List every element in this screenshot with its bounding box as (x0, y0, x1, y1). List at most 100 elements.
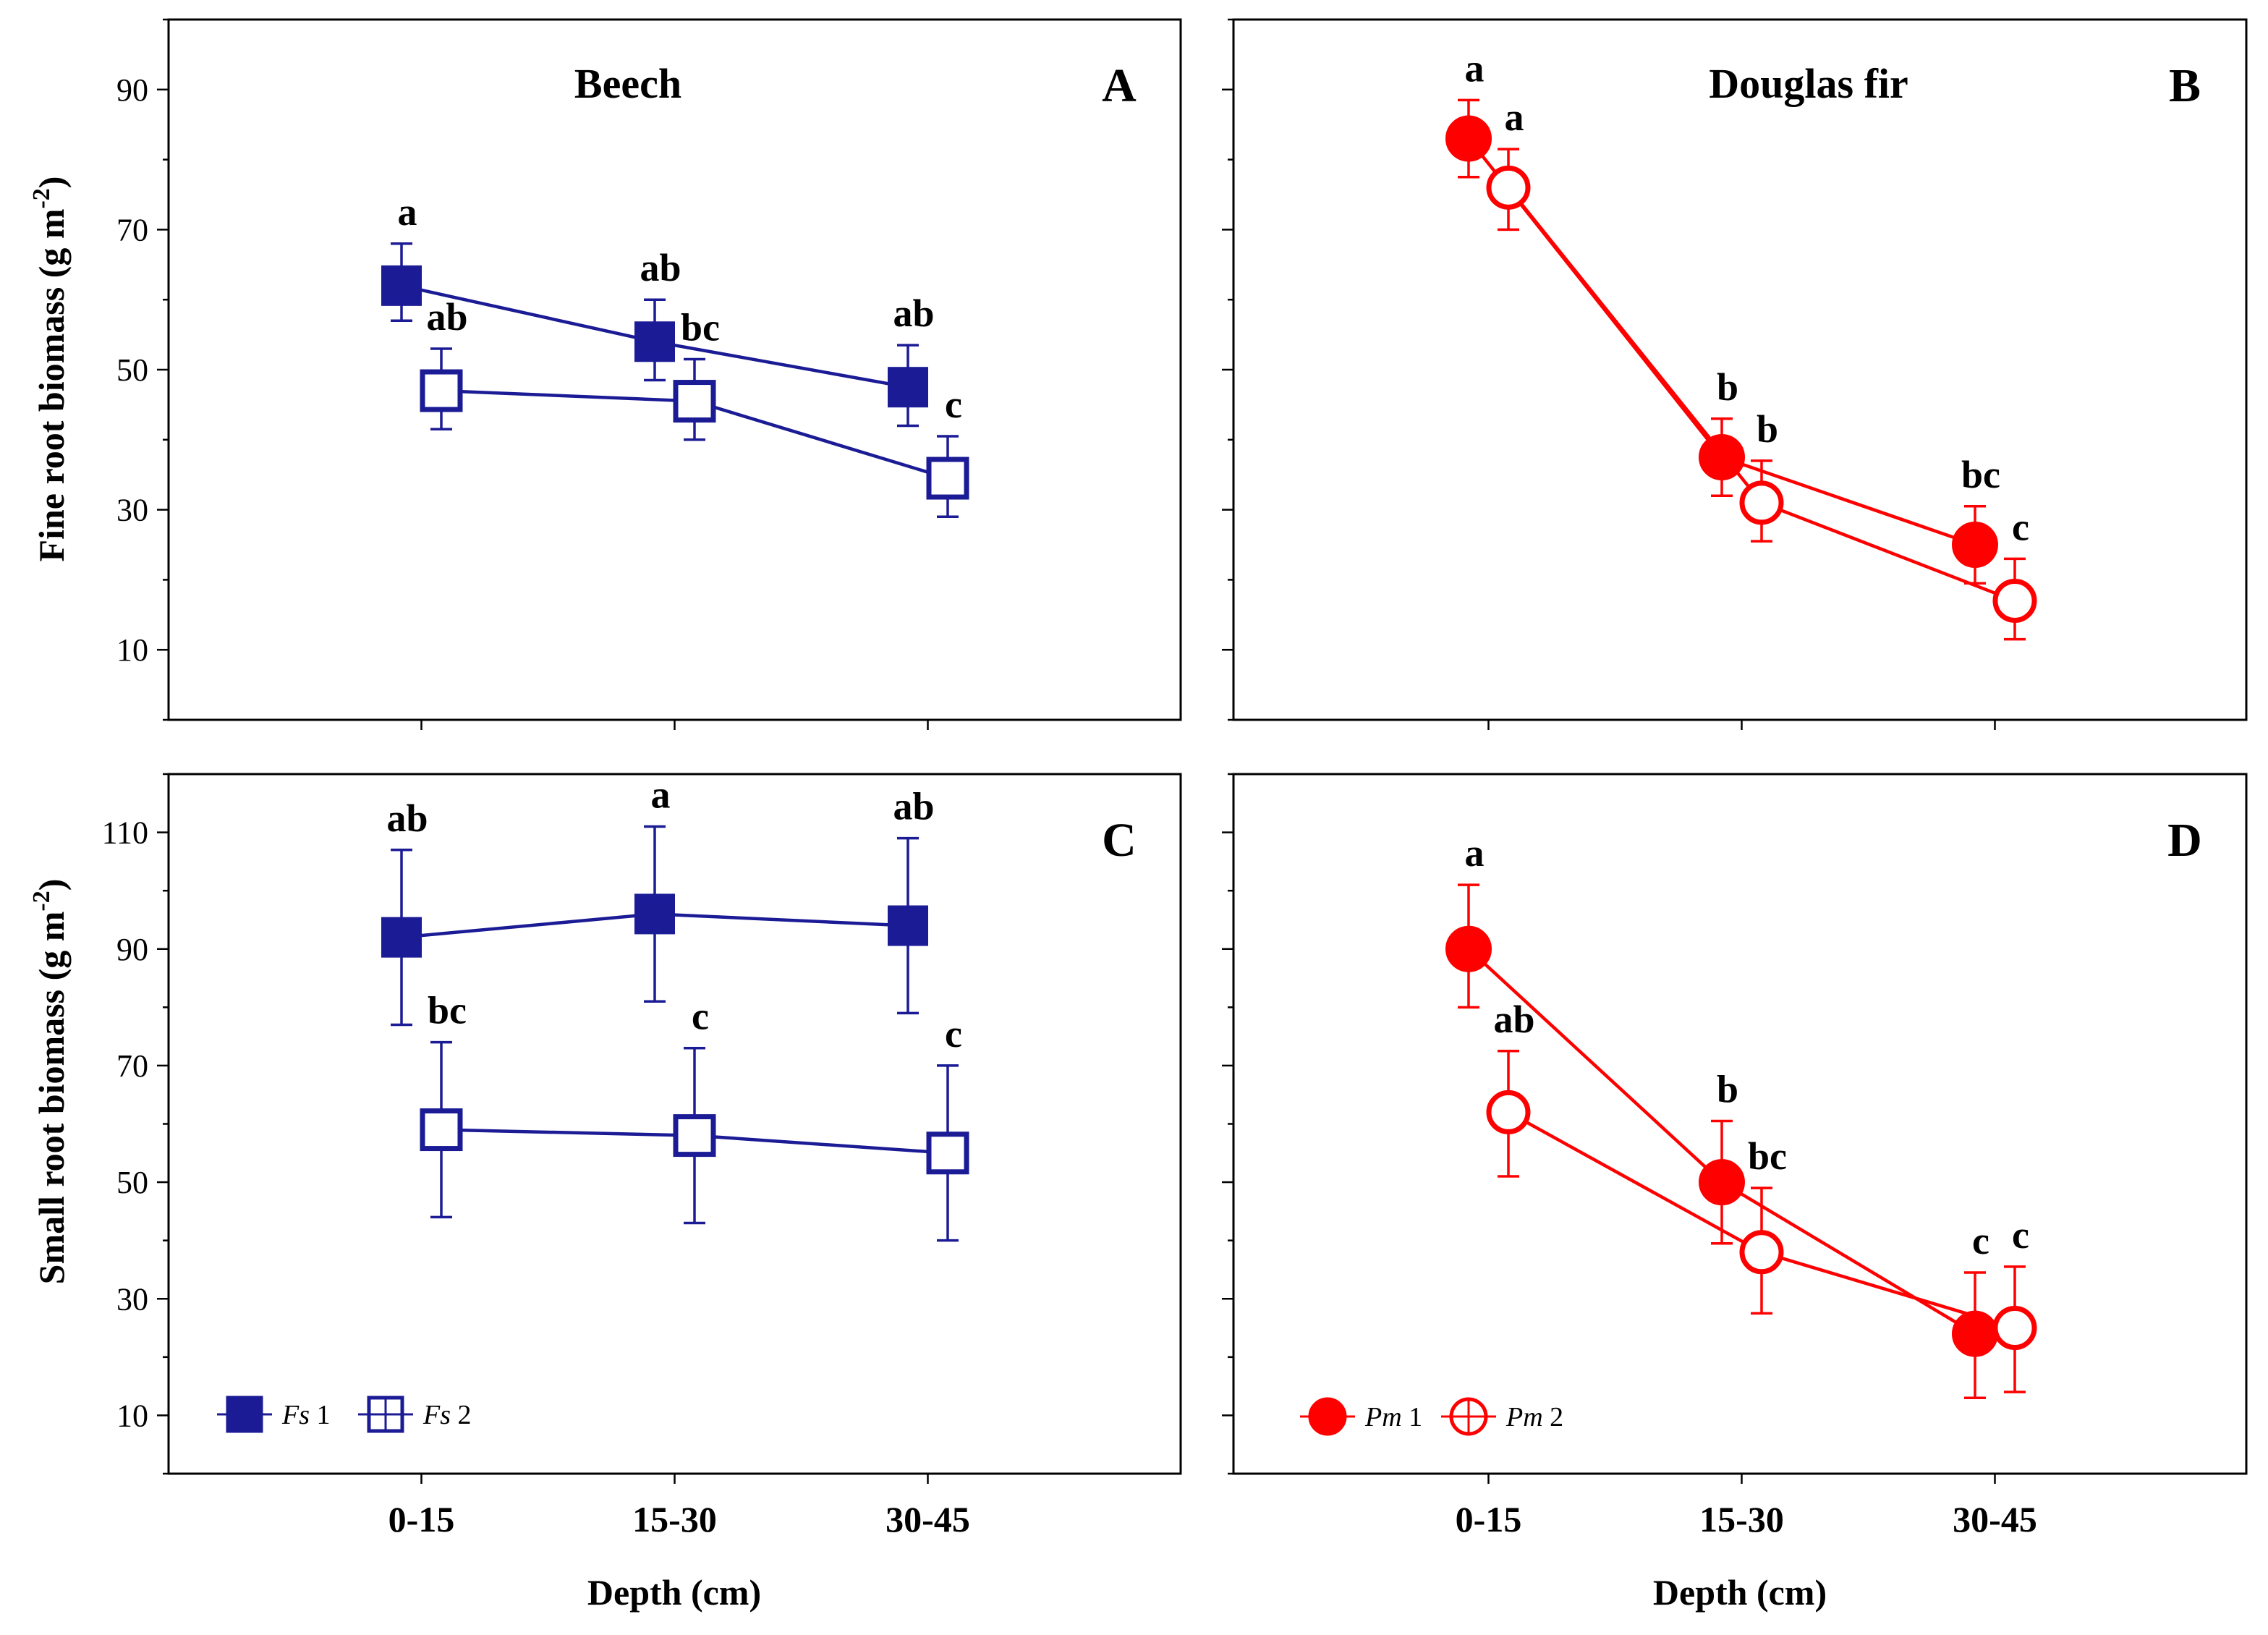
x-tick-label: 0-15 (388, 1499, 455, 1540)
y-tick-label: 90 (116, 932, 148, 967)
significance-letter: b (1757, 407, 1778, 451)
y-tick-label: 90 (116, 72, 148, 108)
data-point (888, 367, 928, 408)
significance-letter: ab (893, 785, 934, 828)
data-point (381, 265, 422, 306)
series-pm-2: abc (1486, 95, 2037, 641)
data-point (1952, 1310, 1998, 1357)
significance-letter: ab (1493, 998, 1534, 1041)
y-tick-label: 10 (116, 632, 148, 668)
legends: Fs 1 Fs 2 Pm 1 Pm 2 (217, 1396, 1563, 1436)
panel-letter: D (2167, 814, 2202, 867)
x-tick-label: 0-15 (1456, 1499, 1522, 1540)
y-tick-label: 70 (116, 212, 148, 247)
significance-letter: c (1972, 1219, 1989, 1262)
y-tick-label: 10 (116, 1398, 148, 1433)
legend-label: Pm 2 (1505, 1402, 1563, 1432)
significance-letter: c (692, 995, 709, 1038)
significance-letter: b (1717, 365, 1738, 409)
plot-frame (167, 18, 1182, 721)
significance-letter: c (2012, 505, 2029, 548)
data-point (381, 917, 422, 958)
significance-letter: bc (428, 989, 467, 1032)
significance-letter: ab (893, 292, 934, 335)
data-point (926, 456, 969, 500)
y-tick-label: 50 (116, 1165, 148, 1200)
y-tick-label: 30 (116, 493, 148, 528)
data-point (673, 1114, 716, 1158)
x-tick-label: 15-30 (1699, 1499, 1784, 1540)
y-tick-label: 110 (102, 815, 148, 851)
significance-letter: a (1465, 46, 1485, 90)
x-axis-title-right: Depth (cm) (1653, 1572, 1827, 1613)
legend-item: Fs 1 (217, 1396, 331, 1433)
legend-label: Pm 1 (1364, 1402, 1422, 1432)
data-point (1739, 1230, 1784, 1275)
y-axis-title-small-root: Small root biomass (g m-2) (28, 879, 72, 1285)
y-axis-title-fine-root: Fine root biomass (g m-2) (28, 177, 72, 562)
series-pm-1: a b bc (1445, 46, 2000, 585)
significance-letter: a (651, 773, 671, 817)
y-tick-label: 50 (116, 352, 148, 388)
x-axis-title-left: Depth (cm) (587, 1572, 761, 1613)
series-fs-2: bc c c (420, 989, 969, 1242)
data-point (1992, 1306, 2037, 1351)
legend: Pm 1 Pm 2 (1300, 1397, 1563, 1436)
significance-letter: ab (426, 295, 467, 339)
significance-letter: a (1465, 831, 1485, 875)
significance-letter: c (945, 383, 962, 426)
data-point (1952, 522, 1998, 568)
data-point (634, 893, 675, 935)
legend-item: Pm 1 (1300, 1397, 1422, 1436)
data-point (1445, 115, 1492, 162)
legend-label: Fs 2 (422, 1400, 472, 1430)
series-fs-1: a ab ab (381, 190, 935, 428)
significance-letter: ab (386, 797, 428, 840)
data-point (420, 369, 463, 412)
panel-title: Beech (574, 60, 681, 107)
x-tick-label: 15-30 (632, 1499, 717, 1540)
data-point (1699, 1159, 1745, 1206)
data-point (1992, 578, 2037, 623)
significance-letter: a (1505, 95, 1524, 139)
x-tick-label: 30-45 (1953, 1499, 2037, 1540)
significance-letter: c (2012, 1213, 2029, 1257)
panel-letter: A (1102, 59, 1137, 112)
panel-letter: C (1102, 814, 1137, 867)
series-fs-1: ab a ab (381, 773, 935, 1027)
y-tick-label: 30 (116, 1281, 148, 1317)
y-tick-label: 70 (116, 1048, 148, 1084)
legend: Fs 1 Fs 2 (217, 1396, 472, 1433)
data-point (1486, 165, 1531, 210)
panel-title: Douglas fir (1709, 60, 1908, 107)
panel-C: 10 30 50 70 90 110 0-15 15-30 30-45 Cab a ab bc c c (102, 773, 1182, 1540)
significance-letter: bc (1961, 453, 2000, 496)
significance-letter: c (945, 1012, 962, 1056)
legend-item: Fs 2 (358, 1396, 472, 1433)
x-tick-label: 30-45 (885, 1499, 970, 1540)
data-point (420, 1108, 463, 1152)
data-point (1739, 480, 1784, 525)
significance-letter: ab (640, 246, 681, 289)
significance-letter: b (1717, 1067, 1738, 1110)
legend-label: Fs 1 (281, 1400, 331, 1430)
series-fs-2: ab bc c (420, 295, 969, 519)
panel-letter: B (2169, 59, 2201, 112)
data-point (1486, 1090, 1531, 1134)
plot-frame (1232, 18, 2248, 721)
legend-item: Pm 2 (1441, 1397, 1563, 1436)
significance-letter: bc (1748, 1134, 1787, 1178)
data-point (1445, 925, 1492, 972)
data-point (926, 1131, 969, 1175)
significance-letter: a (398, 190, 417, 234)
data-point (888, 905, 928, 946)
data-point (634, 321, 675, 362)
data-point (673, 380, 716, 423)
significance-letter: bc (681, 305, 720, 349)
